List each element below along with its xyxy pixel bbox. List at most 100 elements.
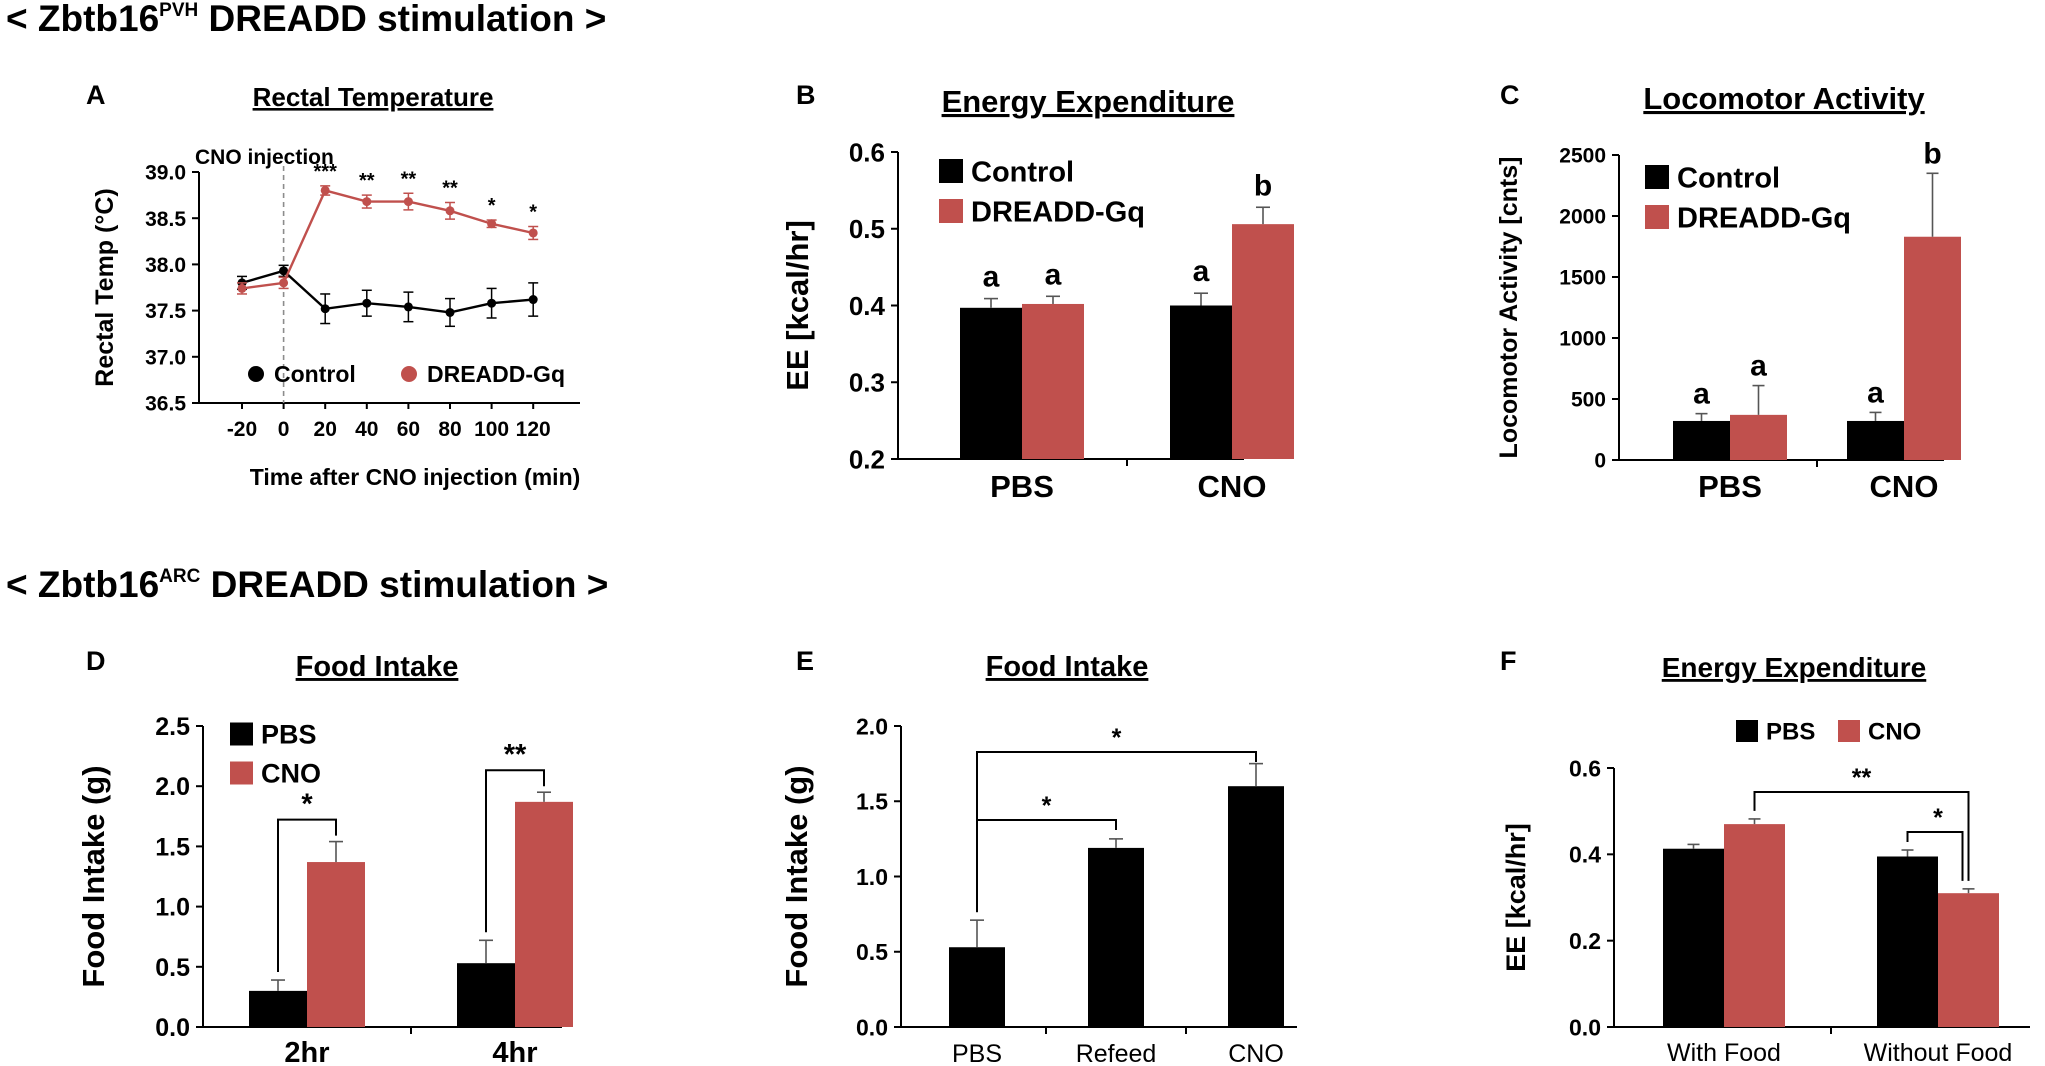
y-tick-label: 0.0 (155, 1014, 190, 1042)
significance-marker: * (529, 202, 537, 224)
legend-dreadd-label: DREADD-Gq (427, 361, 565, 387)
series-line-control (241, 269, 534, 314)
significance-letter: a (1045, 258, 1062, 291)
y-tick-label: 39.0 (145, 162, 186, 185)
section-header-arc-suffix: DREADD stimulation > (200, 564, 608, 605)
y-tick-label: 2.0 (856, 713, 888, 739)
y-tick-label: 0.6 (1569, 755, 1601, 781)
x-axis-label: Time after CNO injection (min) (250, 464, 581, 490)
bar-cno-2hr (307, 862, 365, 1027)
x-tick-label: With Food (1667, 1039, 1781, 1066)
significance-marker: ** (442, 177, 458, 199)
significance-letter: a (983, 261, 1000, 294)
y-tick-label: 38.0 (145, 254, 186, 277)
bar-pbs-2hr (249, 990, 307, 1027)
bar-pbs-with-food (1663, 848, 1724, 1027)
panel-e-chart: 0.0 0.5 1.0 1.5 2.0 Food Intake (g) PBS Refeed C… (779, 713, 1297, 1066)
section-header-arc-prefix: < Zbtb16 (6, 564, 159, 605)
y-tick-label: 0.5 (155, 954, 190, 982)
data-point-control (528, 295, 538, 305)
y-tick-label: 0.0 (856, 1014, 888, 1040)
y-tick-label: 0.2 (849, 444, 885, 474)
panel-letter-c: C (1500, 80, 1520, 110)
y-tick-label: 0.2 (1569, 928, 1601, 954)
bar-pbs-without-food (1877, 856, 1938, 1027)
y-tick-label: 0.5 (849, 214, 885, 244)
section-header-arc: < Zbtb16ARC DREADD stimulation > (6, 564, 608, 605)
data-point-dreadd-gq (487, 219, 497, 229)
bar-control-pbs (1673, 420, 1730, 460)
data-point-control (279, 266, 289, 276)
panel-c-chart: 0 500 1000 1500 2000 2500 Locomotor Activity [… (1495, 137, 1961, 504)
x-tick-label: PBS (990, 469, 1054, 504)
data-point-dreadd-gq (362, 197, 372, 207)
y-tick-label: 2000 (1559, 206, 1606, 229)
x-tick-label: PBS (1698, 469, 1762, 504)
panel-letter-b: B (796, 80, 816, 110)
legend-control-swatch (939, 159, 963, 183)
bar-pbs-4hr (457, 963, 515, 1027)
legend-control-label: Control (971, 156, 1074, 188)
panel-title-a: Rectal Temperature (253, 82, 494, 112)
data-point-dreadd-gq (403, 197, 413, 207)
x-tick-label: -20 (227, 418, 257, 441)
y-tick-label: 0.5 (856, 939, 888, 965)
y-tick-label: 1500 (1559, 267, 1606, 290)
significance-letter: a (1693, 378, 1710, 411)
x-tick-label: 4hr (492, 1037, 537, 1066)
significance-marker: *** (314, 161, 338, 183)
data-point-dreadd-gq (320, 185, 330, 195)
significance-letter: b (1254, 169, 1272, 202)
significance-marker: ** (504, 739, 527, 771)
y-tick-label: 2500 (1559, 145, 1606, 168)
data-point-dreadd-gq (528, 228, 538, 238)
legend-cno-swatch (1838, 720, 1860, 742)
data-point-control (320, 304, 330, 314)
data-point-dreadd-gq (445, 206, 455, 216)
bar-dreadd-gq-pbs (1022, 303, 1084, 459)
panel-letter-a: A (86, 80, 106, 110)
x-tick-label: 60 (397, 418, 420, 441)
bar-control-pbs (960, 307, 1022, 459)
y-tick-label: 500 (1571, 389, 1606, 412)
section-header-pvh: < Zbtb16PVH DREADD stimulation > (6, 0, 606, 39)
y-axis-label: Food Intake (g) (76, 765, 111, 987)
bar-cno (1228, 786, 1284, 1027)
y-tick-label: 37.0 (145, 346, 186, 369)
x-tick-label: 100 (474, 418, 509, 441)
bar-dreadd-gq-cno (1232, 224, 1294, 459)
panel-title-f: Energy Expenditure (1662, 652, 1927, 683)
y-tick-label: 37.5 (145, 300, 186, 323)
panel-title-c: Locomotor Activity (1643, 81, 1925, 116)
bar-control-cno (1847, 420, 1904, 460)
significance-marker: * (1042, 792, 1052, 820)
significance-marker: * (301, 789, 313, 821)
data-point-control (487, 298, 497, 308)
data-point-dreadd-gq (237, 283, 247, 293)
panel-title-e: Food Intake (986, 651, 1149, 683)
panel-d-chart: 0.0 0.5 1.0 1.5 2.0 2.5 Food Intake (g) 2hr 4hr *… (76, 713, 573, 1066)
y-tick-label: 2.5 (155, 713, 190, 741)
x-tick-label: CNO (1228, 1040, 1284, 1066)
x-tick-label: CNO (1198, 469, 1267, 504)
legend-control-marker (248, 366, 264, 382)
significance-letter: a (1750, 350, 1767, 383)
y-axis-label: EE [kcal/hr] (1501, 823, 1531, 972)
x-tick-label: PBS (952, 1040, 1002, 1066)
section-header-pvh-suffix: DREADD stimulation > (198, 0, 606, 39)
significance-bracket (1906, 831, 1964, 881)
x-tick-label: 0 (278, 418, 290, 441)
section-header-pvh-prefix: < Zbtb16 (6, 0, 159, 39)
y-tick-label: 0.4 (849, 291, 886, 321)
y-tick-label: 36.5 (145, 393, 186, 416)
panel-letter-e: E (796, 646, 814, 676)
bar-dreadd-gq-pbs (1730, 414, 1787, 460)
y-tick-label: 1.0 (856, 864, 888, 890)
legend-control-label: Control (274, 361, 356, 387)
y-tick-label: 1.0 (155, 894, 190, 922)
legend-dreadd-label: DREADD-Gq (1677, 202, 1851, 234)
panel-a-chart: 36.5 37.0 37.5 38.0 38.5 39.0 Rectal Temp (°C)… (91, 146, 580, 490)
y-axis-label: EE [kcal/hr] (780, 220, 815, 391)
legend-dreadd-swatch (1645, 205, 1669, 229)
significance-bracket (976, 819, 1117, 913)
